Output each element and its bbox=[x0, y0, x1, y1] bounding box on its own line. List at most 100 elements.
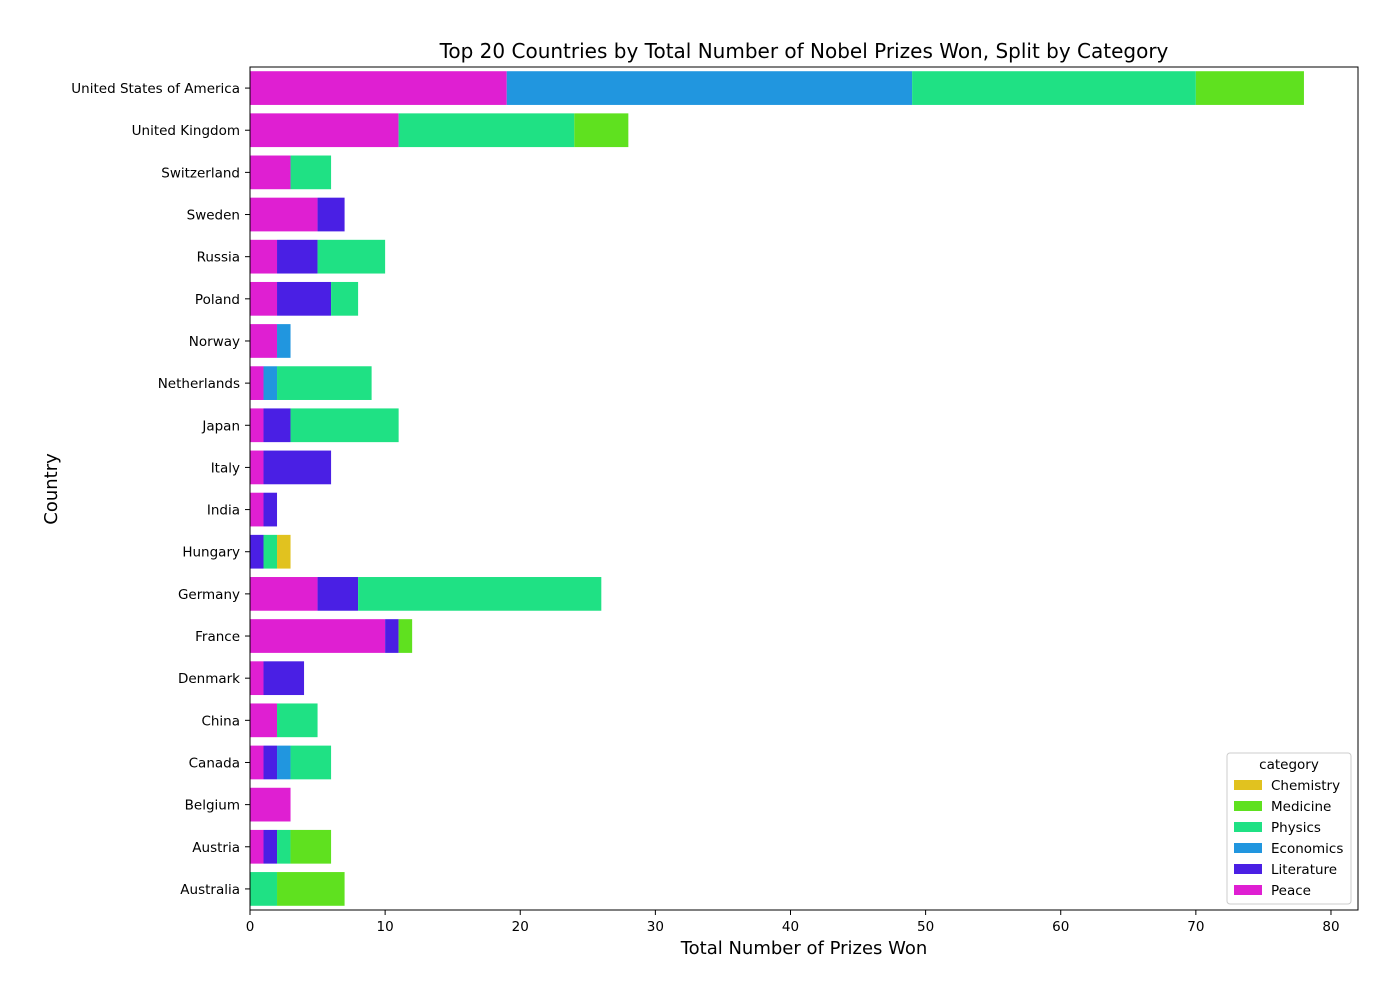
bar-canada-economics bbox=[277, 745, 291, 780]
bar-united-kingdom-peace bbox=[250, 113, 399, 148]
bar-russia-physics bbox=[317, 239, 386, 274]
bar-united-states-of-america-physics bbox=[912, 71, 1196, 105]
y-tick-label: Switzerland bbox=[161, 165, 240, 181]
x-tick-label: 50 bbox=[917, 919, 934, 935]
bar-china-physics bbox=[277, 703, 318, 738]
bar-russia-literature bbox=[277, 239, 318, 274]
bar-france-literature bbox=[385, 619, 399, 653]
y-tick-label: Japan bbox=[201, 418, 240, 434]
x-tick-label: 10 bbox=[377, 919, 394, 935]
legend-swatch-chemistry bbox=[1234, 780, 1262, 790]
y-tick-label: United Kingdom bbox=[132, 123, 240, 139]
y-tick-label: China bbox=[201, 713, 240, 729]
y-tick-label: Poland bbox=[195, 292, 240, 308]
x-tick-label: 0 bbox=[246, 919, 255, 935]
bar-canada-physics bbox=[290, 745, 332, 780]
bar-switzerland-peace bbox=[250, 155, 291, 190]
bar-united-kingdom-medicine bbox=[574, 113, 629, 148]
legend-label-physics: Physics bbox=[1271, 820, 1321, 836]
bar-australia-medicine bbox=[277, 872, 345, 906]
y-tick-label: Denmark bbox=[178, 671, 240, 687]
bar-austria-physics bbox=[277, 829, 291, 864]
bar-germany-literature bbox=[317, 577, 359, 611]
bar-hungary-physics bbox=[263, 534, 278, 569]
bar-hungary-literature bbox=[250, 534, 264, 569]
bar-china-peace bbox=[250, 703, 278, 738]
bar-japan-peace bbox=[250, 408, 264, 443]
x-axis-label: Total Number of Prizes Won bbox=[680, 938, 928, 959]
bar-italy-peace bbox=[250, 450, 264, 485]
x-tick-label: 40 bbox=[782, 919, 799, 935]
legend: category Chemistry Medicine Physics Economi… bbox=[1226, 752, 1352, 905]
bar-netherlands-physics bbox=[277, 366, 372, 400]
bar-austria-literature bbox=[263, 829, 278, 864]
legend-label-economics: Economics bbox=[1271, 841, 1343, 857]
y-axis-ticks: United States of America United Kingdom Sw… bbox=[71, 81, 250, 898]
bar-austria-peace bbox=[250, 829, 264, 864]
x-tick-label: 80 bbox=[1322, 919, 1339, 935]
y-tick-label: Russia bbox=[197, 250, 240, 266]
legend-swatch-peace bbox=[1234, 885, 1262, 895]
y-tick-label: Australia bbox=[180, 882, 240, 898]
bar-japan-literature bbox=[263, 408, 291, 443]
bar-india-peace bbox=[250, 492, 264, 527]
bar-hungary-chemistry bbox=[277, 534, 291, 569]
bar-netherlands-economics bbox=[263, 366, 278, 400]
bar-france-peace bbox=[250, 619, 386, 653]
bar-poland-physics bbox=[331, 281, 359, 316]
y-axis-label: Country bbox=[41, 453, 62, 525]
legend-swatch-economics bbox=[1234, 843, 1262, 853]
legend-swatch-physics bbox=[1234, 822, 1262, 832]
legend-label-chemistry: Chemistry bbox=[1271, 778, 1340, 794]
bar-russia-peace bbox=[250, 239, 278, 274]
bar-india-literature bbox=[263, 492, 278, 527]
bar-japan-physics bbox=[290, 408, 399, 443]
x-tick-label: 70 bbox=[1187, 919, 1204, 935]
bar-canada-peace bbox=[250, 745, 264, 780]
legend-title: category bbox=[1259, 757, 1319, 773]
legend-label-literature: Literature bbox=[1271, 862, 1337, 878]
bar-united-kingdom-physics bbox=[398, 113, 575, 148]
bar-sweden-literature bbox=[317, 197, 345, 232]
y-tick-label: Austria bbox=[192, 840, 240, 856]
legend-swatch-literature bbox=[1234, 864, 1262, 874]
bar-norway-peace bbox=[250, 324, 278, 358]
x-tick-label: 60 bbox=[1052, 919, 1069, 935]
y-tick-label: Hungary bbox=[182, 545, 240, 561]
bar-france-medicine bbox=[398, 619, 413, 653]
bar-switzerland-physics bbox=[290, 155, 332, 190]
bar-netherlands-peace bbox=[250, 366, 264, 400]
x-axis-ticks: 0 10 20 30 40 50 60 70 80 bbox=[246, 910, 1340, 935]
bar-norway-economics bbox=[277, 324, 291, 358]
bar-poland-literature bbox=[277, 281, 332, 316]
y-tick-label: Sweden bbox=[187, 208, 240, 224]
plot-frame bbox=[249, 66, 1359, 911]
bar-united-states-of-america-medicine bbox=[1195, 71, 1304, 105]
y-tick-label: Norway bbox=[189, 334, 240, 350]
legend-label-medicine: Medicine bbox=[1271, 799, 1331, 815]
y-tick-label: Italy bbox=[211, 460, 240, 476]
bar-denmark-peace bbox=[250, 661, 264, 696]
legend-items: Chemistry Medicine Physics Economics Literat… bbox=[1234, 778, 1343, 899]
legend-swatch-medicine bbox=[1234, 801, 1262, 811]
y-tick-label: France bbox=[195, 629, 240, 645]
y-tick-label: United States of America bbox=[71, 81, 240, 97]
bar-germany-physics bbox=[358, 577, 602, 611]
x-tick-label: 30 bbox=[647, 919, 664, 935]
bar-germany-peace bbox=[250, 577, 318, 611]
bar-australia-physics bbox=[250, 872, 278, 906]
chart-title: Top 20 Countries by Total Number of Nobe… bbox=[439, 39, 1169, 63]
bar-belgium-peace bbox=[250, 787, 291, 822]
bar-poland-peace bbox=[250, 281, 278, 316]
bar-canada-literature bbox=[263, 745, 278, 780]
bars-layer bbox=[250, 71, 1304, 906]
bar-austria-medicine bbox=[290, 829, 332, 864]
bar-italy-literature bbox=[263, 450, 332, 485]
y-tick-label: Netherlands bbox=[158, 376, 240, 392]
legend-label-peace: Peace bbox=[1271, 883, 1311, 899]
bar-united-states-of-america-peace bbox=[250, 71, 507, 105]
y-tick-label: India bbox=[207, 503, 240, 519]
x-tick-label: 20 bbox=[512, 919, 529, 935]
y-tick-label: Canada bbox=[189, 755, 240, 771]
